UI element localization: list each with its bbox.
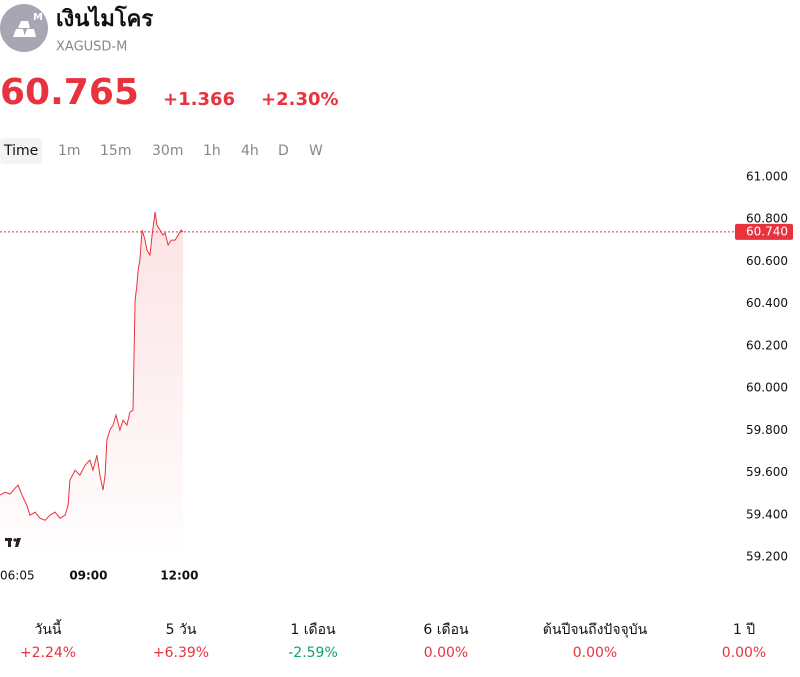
timeframe-tab[interactable]: 30m	[152, 143, 183, 159]
price-line	[0, 211, 184, 521]
period-label: 6 เดือน	[423, 622, 469, 638]
y-tick-label: 60.600	[746, 254, 788, 268]
area	[0, 212, 183, 548]
timeframe-tab[interactable]: 15m	[100, 143, 131, 159]
active-tab	[0, 138, 42, 164]
timeframe-tab[interactable]: D	[278, 143, 289, 159]
change-percent: +2.30%	[261, 89, 339, 110]
timeframe-tab[interactable]: 4h	[241, 143, 259, 159]
period-change: +6.39%	[153, 645, 209, 661]
period-change: -2.59%	[288, 645, 338, 661]
timeframe-tab[interactable]: W	[309, 143, 323, 159]
timeframe-tab[interactable]: Time	[3, 143, 38, 159]
timeframe-tab[interactable]: 1m	[58, 143, 81, 159]
badge: M	[33, 12, 43, 23]
price: 60.765	[0, 72, 139, 113]
y-tick-label: 60.000	[746, 381, 788, 395]
period-change: 0.00%	[573, 645, 617, 661]
period-label: วันนี้	[34, 619, 62, 638]
title: เงินไมโคร	[56, 5, 153, 32]
period-label: 1 ปี	[733, 622, 755, 638]
period-label: ต้นปีจนถึงปัจจุบัน	[543, 622, 648, 638]
period-change: +2.24%	[20, 645, 76, 661]
y-tick-label: 59.600	[746, 465, 788, 479]
symbol: XAGUSD-M	[56, 40, 127, 55]
y-tick-label: 61.000	[746, 170, 788, 184]
y-tick-label: 60.800	[746, 212, 788, 226]
bars-icon	[13, 21, 36, 37]
x-tick-label: 09:00	[69, 569, 107, 583]
y-tick-label: 59.800	[746, 423, 788, 437]
period-change: 0.00%	[424, 645, 468, 661]
timeframe-tab[interactable]: 1h	[203, 143, 221, 159]
y-tick-label: 60.200	[746, 338, 788, 352]
y-tick-label: 59.200	[746, 550, 788, 564]
x-tick-label: 06:05	[0, 569, 35, 583]
y-tick-label: 59.400	[746, 507, 788, 521]
change: +1.366	[163, 89, 235, 110]
last-price-label: 60.740	[746, 224, 788, 238]
period-change: 0.00%	[722, 645, 766, 661]
y-tick-label: 60.400	[746, 296, 788, 310]
period-label: 5 วัน	[166, 622, 197, 638]
last-price-box	[735, 223, 793, 240]
x-tick-label: 12:00	[160, 569, 198, 583]
period-label: 1 เดือน	[290, 622, 336, 638]
